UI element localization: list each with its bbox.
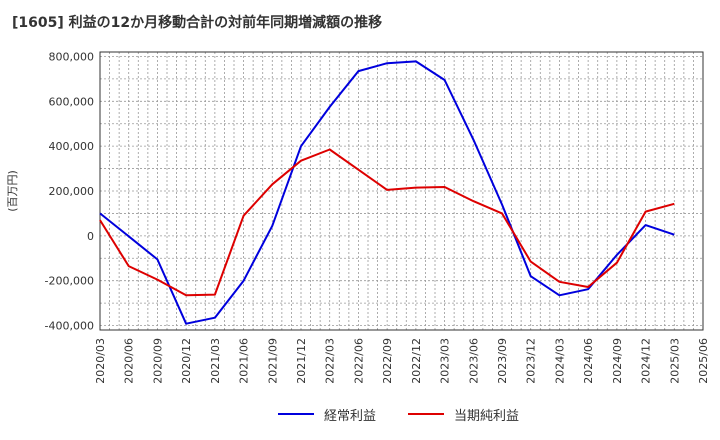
legend-label-junri: 当期純利益 bbox=[454, 408, 520, 424]
x-tick-label: 2024/09 bbox=[611, 338, 624, 384]
x-tick-label: 2020/09 bbox=[151, 338, 164, 384]
x-axis: 2020/03 2020/06 2020/09 2020/12 2021/03 2021/… bbox=[94, 338, 710, 384]
line-chart: 800,000 600,000 400,000 200,000 0 -200,000 -40… bbox=[6, 50, 710, 384]
x-tick-label: 2023/09 bbox=[496, 338, 509, 384]
x-tick-label: 2025/06 bbox=[697, 338, 710, 384]
x-tick-label: 2021/12 bbox=[295, 338, 308, 384]
series-line-0 bbox=[99, 60, 675, 325]
series-layer bbox=[99, 60, 675, 325]
x-tick-label: 2020/06 bbox=[123, 338, 136, 384]
x-tick-label: 2024/12 bbox=[640, 338, 653, 384]
legend-item-keijo: 経常利益 bbox=[278, 404, 376, 424]
x-tick-label: 2023/12 bbox=[525, 338, 538, 384]
x-tick-label: 2021/09 bbox=[266, 338, 279, 384]
x-tick-label: 2020/03 bbox=[94, 338, 107, 384]
plot-frame bbox=[99, 51, 704, 331]
y-tick-label: -200,000 bbox=[45, 275, 94, 288]
legend-item-junri: 当期純利益 bbox=[408, 404, 519, 424]
x-tick-label: 2021/03 bbox=[209, 338, 222, 384]
legend: 経常利益 当期純利益 bbox=[0, 404, 720, 424]
y-tick-label: 200,000 bbox=[49, 185, 95, 198]
y-tick-label: 800,000 bbox=[49, 50, 95, 63]
y-tick-label: 600,000 bbox=[49, 95, 95, 108]
legend-label-keijo: 経常利益 bbox=[324, 408, 377, 424]
x-tick-label: 2023/03 bbox=[439, 338, 452, 384]
x-tick-label: 2022/03 bbox=[324, 338, 337, 384]
x-tick-label: 2025/03 bbox=[668, 338, 681, 384]
x-tick-label: 2021/06 bbox=[238, 338, 251, 384]
x-tick-label: 2022/12 bbox=[410, 338, 423, 384]
y-tick-label: 0 bbox=[87, 230, 94, 243]
y-tick-label: -400,000 bbox=[45, 320, 94, 333]
x-tick-label: 2022/09 bbox=[381, 338, 394, 384]
x-tick-label: 2020/12 bbox=[180, 338, 193, 384]
grid bbox=[99, 52, 704, 330]
x-tick-label: 2024/06 bbox=[582, 338, 595, 384]
x-tick-label: 2023/06 bbox=[467, 338, 480, 384]
y-axis: 800,000 600,000 400,000 200,000 0 -200,000 -40… bbox=[45, 50, 94, 332]
x-tick-label: 2024/03 bbox=[553, 338, 566, 384]
y-tick-label: 400,000 bbox=[49, 140, 95, 153]
legend-line-keijo bbox=[278, 413, 314, 415]
x-tick-label: 2022/06 bbox=[352, 338, 365, 384]
y-axis-label: (百万円) bbox=[6, 170, 19, 212]
legend-line-junri bbox=[408, 413, 444, 415]
series-line-1 bbox=[99, 148, 675, 297]
chart-title: [1605] 利益の12か月移動合計の対前年同期増減額の推移 bbox=[12, 15, 383, 31]
